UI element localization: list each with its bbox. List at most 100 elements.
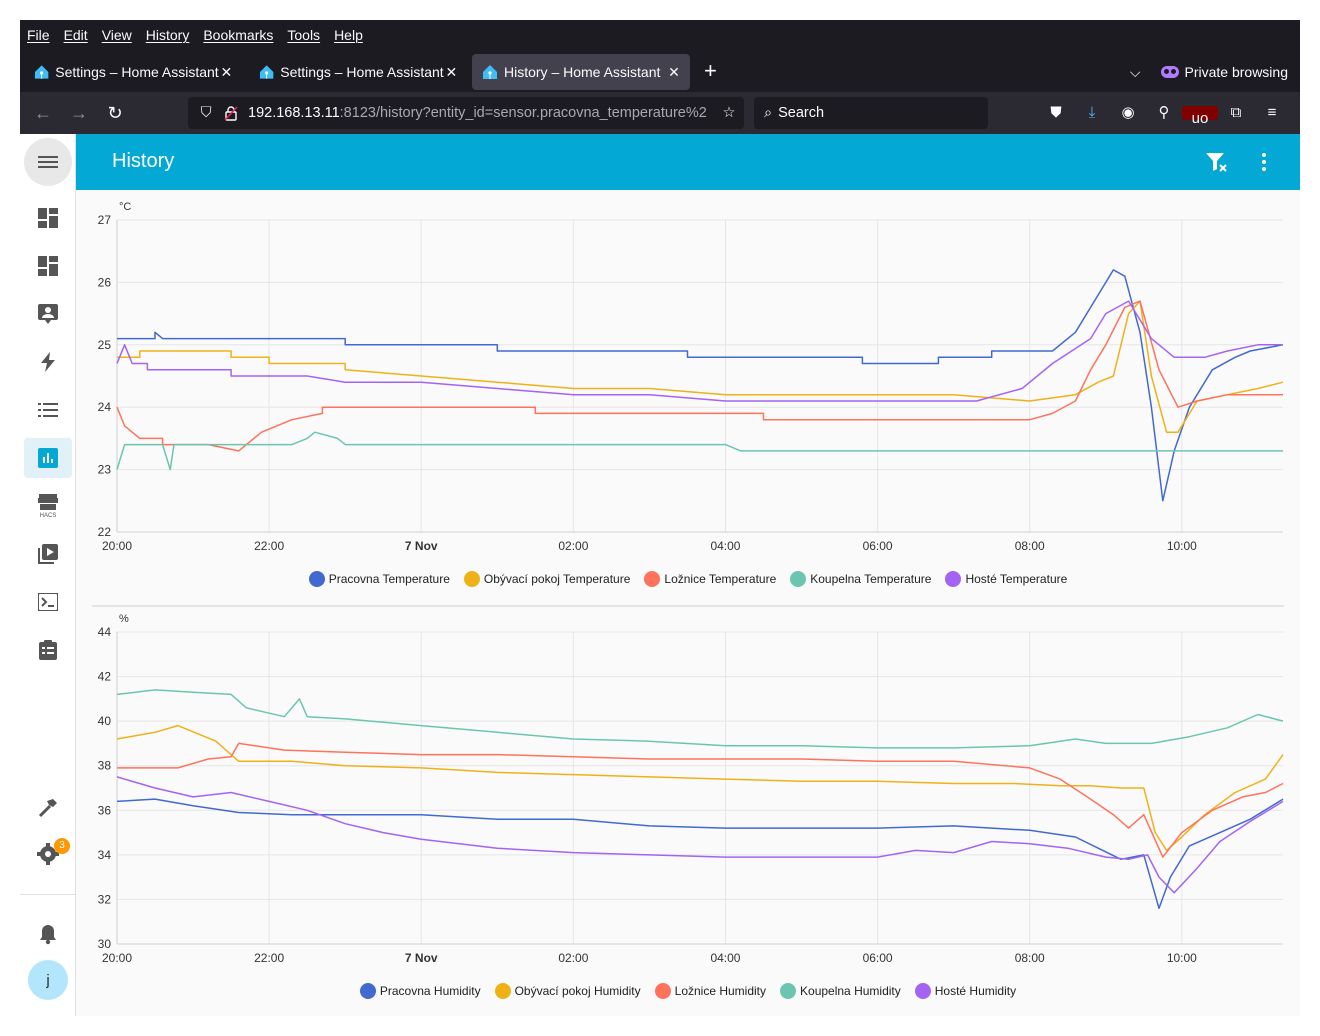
avatar[interactable]: j [28, 960, 68, 1000]
sidebar-item-todo[interactable] [24, 630, 72, 670]
menu-help[interactable]: Help [334, 27, 363, 43]
x-tick-label: 06:00 [863, 539, 893, 553]
reload-icon[interactable]: ↻ [107, 103, 123, 123]
tab-label: Settings – Home Assistant [280, 64, 444, 80]
menu-file[interactable]: File [27, 27, 50, 43]
legend-item[interactable]: Ložnice Temperature [644, 571, 776, 587]
browser-window: File Edit View History Bookmarks Tools H… [20, 20, 1300, 1016]
series-line-lo-nice-humidity[interactable] [117, 742, 1284, 858]
sidebar-item-logbook[interactable] [24, 390, 72, 430]
sidebar-item-notifications[interactable] [24, 914, 72, 954]
legend-color-dot [654, 983, 671, 999]
sidebar-item-overview[interactable] [24, 198, 72, 238]
list-tabs-chevron-icon[interactable]: ⌵ [1129, 63, 1141, 80]
menu-tools[interactable]: Tools [287, 27, 321, 43]
legend-color-dot [494, 983, 511, 999]
dashboard-icon [38, 208, 58, 228]
x-tick-label: 04:00 [710, 951, 740, 965]
search-bar[interactable]: ⌕ Search [754, 97, 988, 129]
legend-color-dot [780, 983, 797, 999]
series-line-host-humidity[interactable] [116, 776, 1284, 894]
menu-view[interactable]: View [101, 27, 132, 43]
format-list-icon [38, 403, 58, 417]
sidebar: HACS 3 j [20, 134, 76, 1016]
insecure-lock-icon[interactable] [224, 105, 238, 121]
more-vertical-icon[interactable] [1252, 150, 1276, 174]
shield-icon[interactable]: ⛉ [200, 105, 212, 121]
account-icon[interactable]: ◉ [1121, 104, 1135, 121]
y-tick-label: 40 [98, 714, 112, 728]
bookmark-star-icon[interactable]: ☆ [722, 105, 736, 121]
url-bar[interactable]: ⛉ 192.168.13.11:8123/history?entity_id=s… [188, 97, 744, 129]
new-tab-plus-icon[interactable]: + [704, 58, 717, 83]
history-charts: 27 26 25 24 23 22 20:00 22:00 7 Nov 02:00 04:00 06:… [76, 190, 1300, 1016]
y-tick-label: 34 [98, 848, 112, 862]
legend-color-dot [359, 983, 376, 999]
sidebar-item-hacs[interactable]: HACS [24, 486, 72, 526]
legend-item[interactable]: Pracovna Temperature [308, 571, 450, 587]
sidebar-item-history[interactable] [24, 438, 72, 478]
series-line-koupelna-humidity[interactable] [116, 689, 1284, 749]
menu-edit[interactable]: Edit [63, 27, 88, 43]
tab-close-icon[interactable]: ✕ [445, 63, 458, 80]
bell-icon [40, 925, 56, 945]
pocket-icon[interactable]: ⛊ [1050, 104, 1062, 121]
tab-history[interactable]: History – Home Assistant ✕ [472, 54, 690, 90]
series-line-ob-vac-pokoj-temperature[interactable] [117, 300, 1284, 433]
x-tick-label: 22:00 [254, 539, 284, 553]
legend-item[interactable]: Obývací pokoj Humidity [494, 983, 641, 999]
legend-label: Hosté Temperature [965, 572, 1068, 586]
series-line-host-temperature[interactable] [116, 300, 1283, 402]
series-line-pracovna-humidity[interactable] [116, 798, 1284, 910]
series-line-pracovna-temperature[interactable] [117, 269, 1284, 502]
extensions-puzzle-icon[interactable]: ⧉ [1230, 104, 1242, 121]
legend-item[interactable]: Obývací pokoj Temperature [463, 571, 630, 587]
notification-count-badge: 3 [54, 838, 70, 854]
tab-close-icon[interactable]: ✕ [668, 63, 680, 80]
legend-item[interactable]: Koupelna Humidity [780, 983, 901, 999]
x-tick-label: 22:00 [254, 951, 284, 965]
y-tick-label: 26 [98, 275, 112, 289]
y-tick-label: 27 [98, 213, 112, 227]
tab-close-icon[interactable]: ✕ [220, 63, 233, 80]
navigation-bar: ← → ↻ ⛉ 192.168.13.11:8123/history?entit… [20, 92, 1300, 134]
forward-arrow-icon[interactable]: → [70, 103, 88, 123]
filter-remove-icon[interactable] [1204, 150, 1228, 174]
legend-item[interactable]: Hosté Temperature [945, 571, 1067, 587]
toolbar-icons: ⛊ ⤓ ◉ ⚲ uo ⧉ ≡ [1038, 100, 1290, 127]
search-icon: ⌕ [764, 105, 773, 121]
menu-bookmarks[interactable]: Bookmarks [203, 27, 274, 43]
series-line-ob-vac-pokoj-humidity[interactable] [116, 724, 1284, 852]
ublock-icon[interactable]: uo [1182, 100, 1218, 127]
x-tick-label: 20:00 [102, 539, 132, 553]
legend-item[interactable]: Pracovna Humidity [359, 983, 481, 999]
legend-label: Ložnice Temperature [664, 572, 777, 586]
download-icon[interactable]: ⤓ [1088, 104, 1096, 121]
home-assistant-icon [34, 65, 49, 79]
menu-history[interactable]: History [145, 27, 190, 43]
sidebar-item-terminal[interactable] [24, 582, 72, 622]
sidebar-item-dashboard-2[interactable] [24, 246, 72, 286]
tab-settings-1[interactable]: Settings – Home Assistant ✕ [24, 54, 242, 90]
legend-label: Pracovna Temperature [328, 572, 450, 586]
tab-bar-right: ⌵ Private browsing [1130, 54, 1288, 90]
sidebar-item-energy[interactable] [24, 342, 72, 382]
legend-item[interactable]: Ložnice Humidity [654, 983, 766, 999]
legend-label: Koupelna Humidity [800, 984, 901, 998]
legend-label: Hosté Humidity [934, 984, 1017, 998]
sidebar-menu-button[interactable] [24, 138, 72, 186]
series-line-koupelna-temperature[interactable] [116, 431, 1283, 471]
y-tick-label: 30 [98, 937, 112, 951]
back-arrow-icon[interactable]: ← [34, 103, 52, 123]
sidebar-item-media[interactable] [24, 534, 72, 574]
sidebar-item-developer-tools[interactable] [24, 788, 72, 828]
legend-item[interactable]: Hosté Humidity [914, 983, 1017, 999]
legend-item[interactable]: Koupelna Temperature [790, 571, 931, 587]
hamburger-menu-icon[interactable]: ≡ [1267, 104, 1277, 121]
tab-settings-2[interactable]: Settings – Home Assistant ✕ [249, 54, 467, 90]
sidebar-item-settings[interactable]: 3 [24, 834, 72, 874]
temperature-legend: Pracovna Temperature Obývací pokoj Temper… [76, 568, 1300, 590]
extension-cookie-icon[interactable]: ⚲ [1158, 104, 1170, 121]
sidebar-divider [20, 894, 76, 895]
sidebar-item-map[interactable] [24, 294, 72, 334]
